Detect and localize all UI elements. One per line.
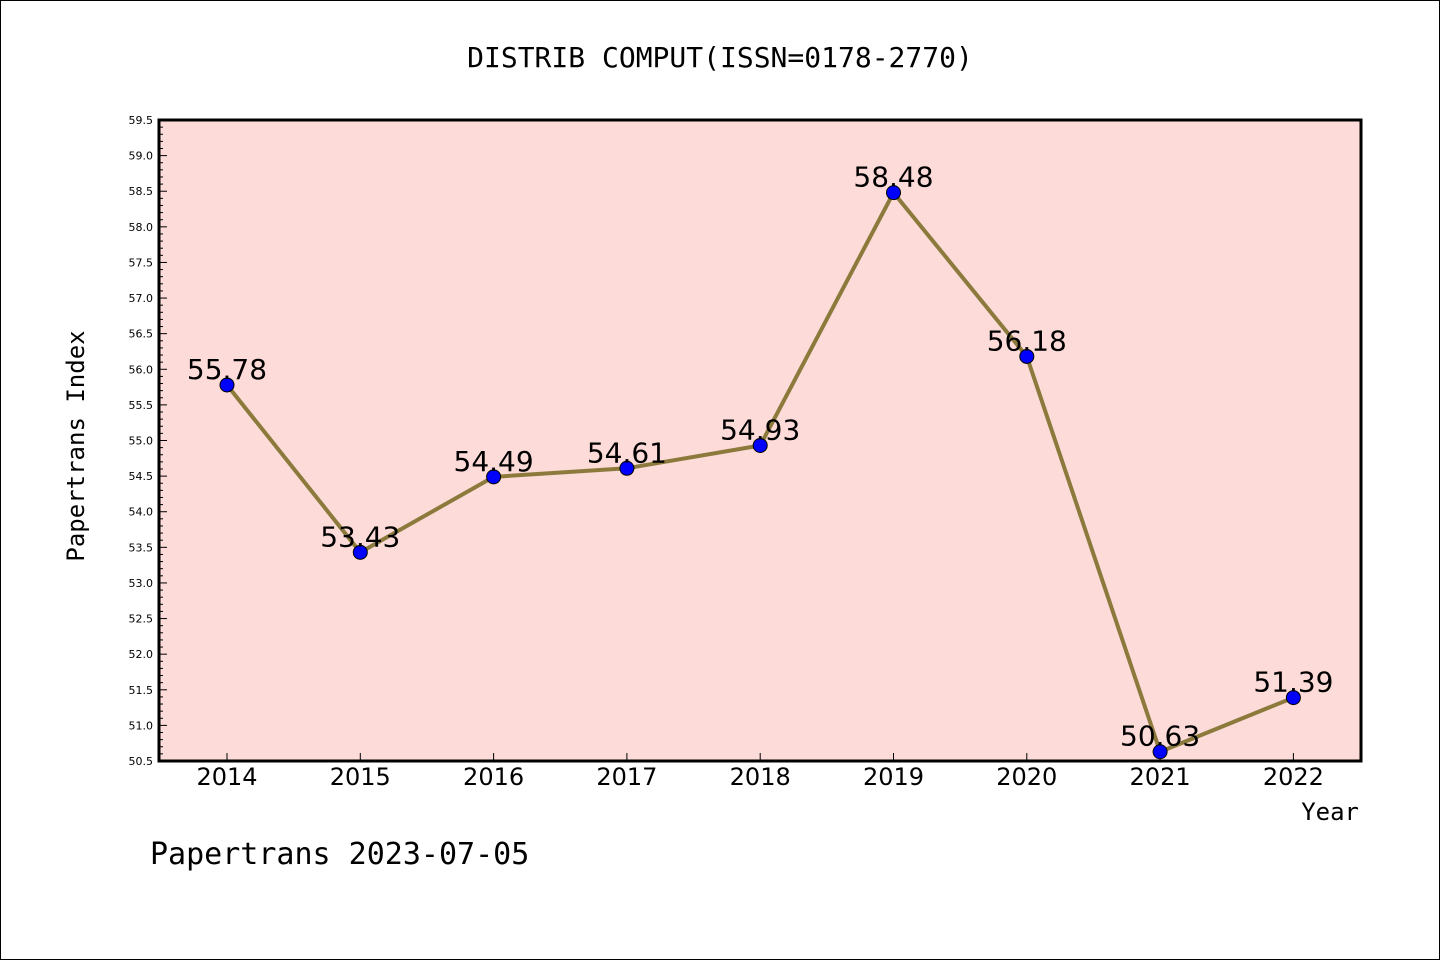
data-point — [1285, 690, 1301, 706]
x-tick-label: 2018 — [730, 763, 791, 791]
data-label: 56.18 — [987, 324, 1067, 357]
x-tick-label: 2015 — [330, 763, 391, 791]
y-tick-label: 57.5 — [129, 256, 154, 269]
y-tick-label: 59.0 — [129, 150, 154, 163]
data-label: 54.61 — [587, 436, 667, 469]
x-axis-ticks: 2014 2015 2016 2017 2018 2019 2020 2021 2022 — [196, 753, 1324, 791]
x-tick-label: 2017 — [596, 763, 657, 791]
y-tick-label: 56.5 — [129, 328, 154, 341]
data-label: 54.93 — [720, 413, 800, 446]
x-axis-label: Year — [1301, 798, 1359, 826]
data-point — [1152, 744, 1168, 760]
y-axis-label: Papertrans Index — [62, 330, 90, 561]
x-tick-label: 2019 — [863, 763, 924, 791]
x-tick-label: 2020 — [996, 763, 1057, 791]
y-tick-label: 55.5 — [129, 399, 154, 412]
data-label: 53.43 — [320, 520, 400, 553]
data-label: 51.39 — [1253, 666, 1333, 699]
chart-title: DISTRIB COMPUT(ISSN=0178-2770) — [467, 41, 973, 74]
y-tick-label: 51.0 — [129, 719, 154, 732]
data-point — [1019, 348, 1035, 364]
data-point — [619, 460, 635, 476]
data-point — [886, 185, 901, 201]
x-tick-label: 2014 — [196, 763, 257, 791]
footer-text: Papertrans 2023-07-05 — [150, 837, 529, 872]
x-tick-label: 2022 — [1263, 763, 1324, 791]
data-label: 55.78 — [187, 353, 267, 386]
data-labels: 55.78 53.43 54.49 54.61 54.93 58.48 56.18 50.63… — [187, 161, 1334, 753]
y-tick-label: 52.5 — [129, 613, 154, 626]
data-point — [219, 377, 235, 393]
data-point — [486, 469, 502, 485]
y-tick-label: 51.5 — [129, 684, 154, 697]
data-label: 54.49 — [454, 445, 534, 478]
x-tick-label: 2021 — [1130, 763, 1191, 791]
data-point — [352, 544, 368, 560]
y-tick-label: 59.5 — [129, 114, 154, 127]
y-tick-label: 54.0 — [129, 506, 154, 519]
y-tick-label: 55.0 — [129, 435, 154, 448]
y-axis-ticks: 50.5 51.0 51.5 52.0 52.5 53.0 53.5 54.0 54.5 55.0… — [129, 114, 167, 768]
y-tick-label: 56.0 — [129, 363, 154, 376]
x-tick-label: 2016 — [463, 763, 524, 791]
y-tick-label: 50.5 — [129, 755, 154, 768]
y-tick-label: 53.0 — [129, 577, 154, 590]
y-tick-label: 58.5 — [129, 185, 154, 198]
data-label: 58.48 — [853, 161, 933, 194]
data-point — [752, 437, 768, 453]
y-tick-label: 52.0 — [129, 648, 154, 661]
data-label: 50.63 — [1120, 720, 1200, 753]
y-tick-label: 58.0 — [129, 221, 154, 234]
y-tick-label: 53.5 — [129, 541, 154, 554]
y-tick-label: 54.5 — [129, 470, 154, 483]
y-tick-label: 57.0 — [129, 292, 154, 305]
series-layer — [219, 185, 1301, 760]
